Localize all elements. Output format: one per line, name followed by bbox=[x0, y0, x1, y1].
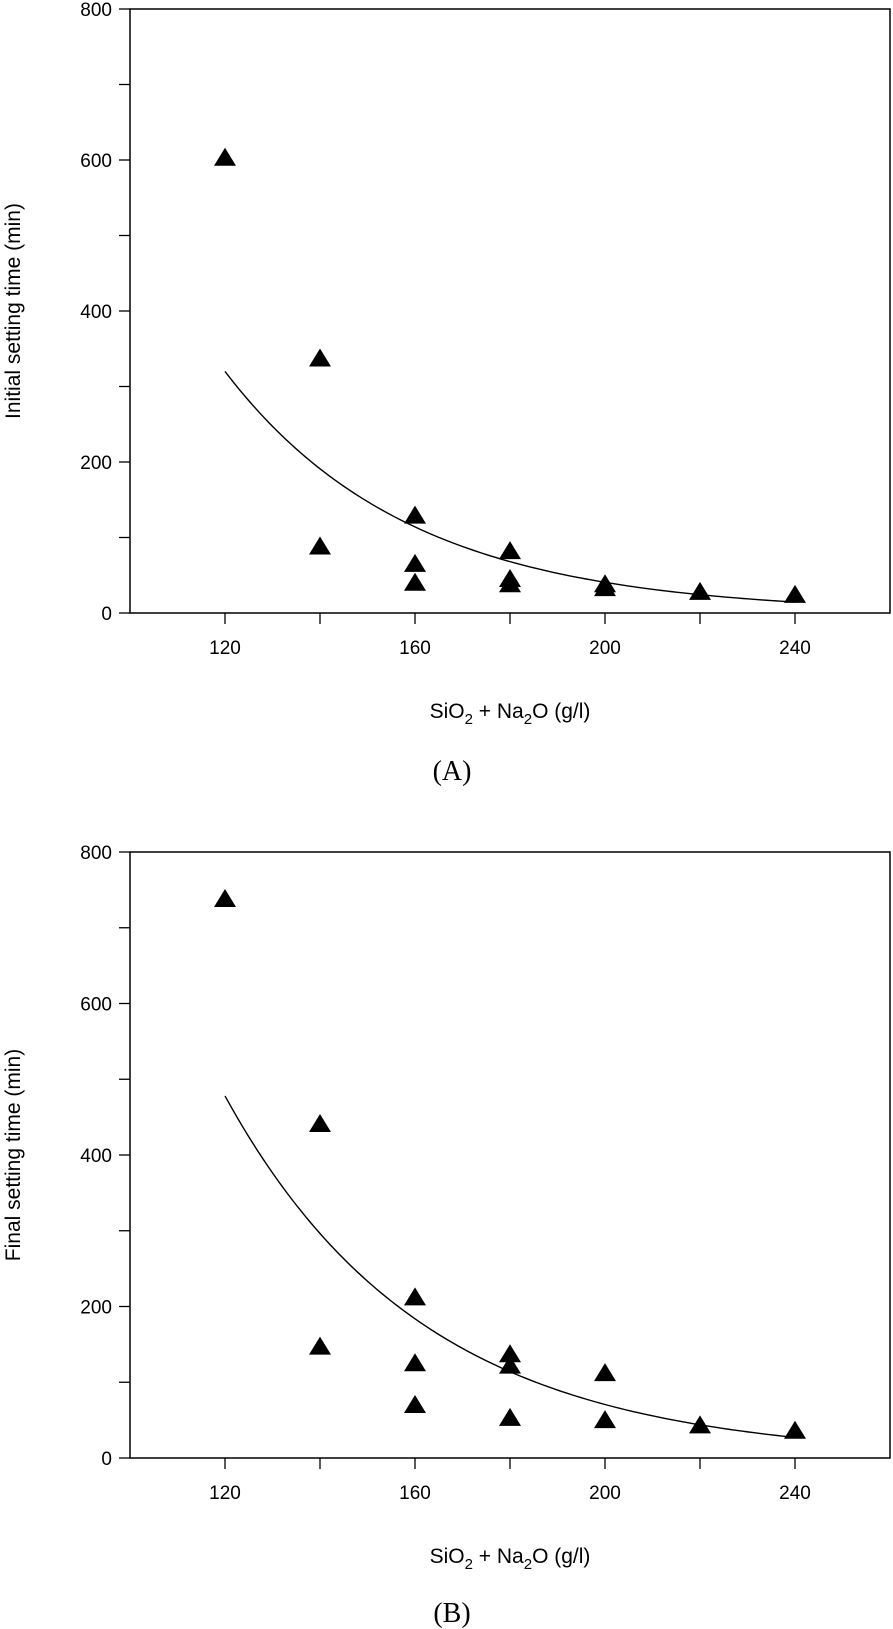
data-point bbox=[309, 536, 331, 555]
data-point bbox=[309, 348, 331, 367]
x-axis-label: SiO2 + Na2O (g/l) bbox=[430, 1545, 591, 1573]
data-point bbox=[309, 1113, 331, 1132]
y-tick-label: 800 bbox=[80, 843, 112, 864]
y-ticks: 0 200 400 600 800 bbox=[80, 0, 130, 625]
y-tick-label: 0 bbox=[101, 1449, 112, 1470]
plot-area-frame bbox=[129, 8, 891, 614]
y-ticks: 0 200 400 600 800 bbox=[80, 843, 130, 1470]
y-tick-label: 200 bbox=[80, 1298, 112, 1319]
x-tick-label: 200 bbox=[589, 638, 621, 659]
x-tick-label: 240 bbox=[779, 1483, 811, 1504]
y-tick-label: 400 bbox=[80, 302, 112, 323]
y-tick-label: 600 bbox=[80, 995, 112, 1016]
data-point bbox=[404, 1287, 426, 1306]
data-point bbox=[594, 1363, 616, 1382]
data-point bbox=[309, 1336, 331, 1355]
x-tick-label: 160 bbox=[399, 1483, 431, 1504]
data-point bbox=[784, 1420, 806, 1439]
data-point bbox=[404, 505, 426, 524]
data-point bbox=[499, 1344, 521, 1363]
data-point bbox=[784, 584, 806, 603]
y-tick-label: 800 bbox=[80, 0, 112, 21]
panel-label: (B) bbox=[433, 1598, 470, 1629]
data-point bbox=[404, 1353, 426, 1372]
data-point bbox=[689, 581, 711, 600]
x-tick-label: 240 bbox=[779, 638, 811, 659]
data-point bbox=[594, 578, 616, 597]
x-ticks: 120 160 200 240 bbox=[209, 613, 811, 659]
data-point bbox=[404, 553, 426, 572]
panel-label: (A) bbox=[433, 756, 472, 787]
data-point bbox=[404, 1394, 426, 1413]
y-tick-label: 600 bbox=[80, 151, 112, 172]
y-axis-label: Final setting time (min) bbox=[2, 1049, 25, 1261]
y-axis-label: Initial setting time (min) bbox=[2, 203, 25, 419]
data-point bbox=[499, 541, 521, 560]
data-point bbox=[689, 1415, 711, 1434]
data-point bbox=[499, 574, 521, 593]
data-point bbox=[404, 572, 426, 591]
y-tick-label: 0 bbox=[101, 604, 112, 625]
panel-a: 0 200 400 600 800 120 160 200 240 Initial setti… bbox=[2, 0, 891, 787]
data-markers bbox=[214, 147, 806, 603]
y-tick-label: 400 bbox=[80, 1146, 112, 1167]
data-point bbox=[499, 1407, 521, 1426]
panel-b: 0 200 400 600 800 120 160 200 240 Final setting… bbox=[2, 843, 891, 1629]
x-axis-label: SiO2 + Na2O (g/l) bbox=[430, 700, 591, 728]
fit-curve bbox=[224, 370, 796, 603]
x-tick-label: 160 bbox=[399, 638, 431, 659]
data-point bbox=[214, 888, 236, 907]
x-tick-label: 200 bbox=[589, 1483, 621, 1504]
y-tick-label: 200 bbox=[80, 453, 112, 474]
data-point bbox=[499, 1355, 521, 1374]
data-markers bbox=[214, 888, 806, 1439]
fit-curve bbox=[224, 1095, 796, 1439]
x-ticks: 120 160 200 240 bbox=[209, 1458, 811, 1504]
data-point bbox=[594, 1410, 616, 1429]
x-tick-label: 120 bbox=[209, 1483, 241, 1504]
data-point bbox=[214, 147, 236, 166]
x-tick-label: 120 bbox=[209, 638, 241, 659]
